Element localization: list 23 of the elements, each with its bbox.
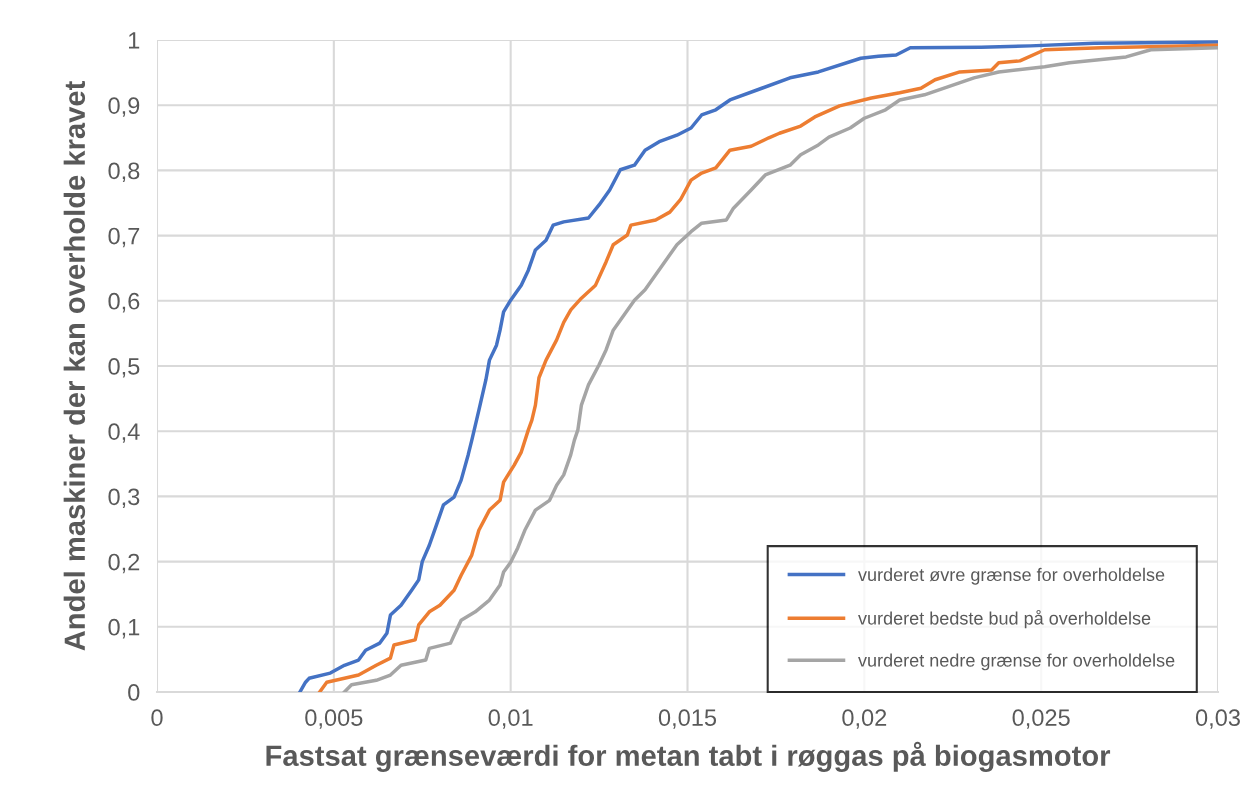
legend-label: vurderet bedste bud på overholdelse [858,609,1151,629]
y-tick-label: 1 [129,32,140,49]
y-axis-title: Andel maskiner der kan overholde kravet [63,81,86,651]
y-tick-label: 0,8 [108,162,140,182]
y-tick-label: 0 [128,684,140,701]
y-tick-label: 0,6 [108,292,140,313]
x-tick-label: 0,005 [305,709,363,729]
x-tick-label: 0,01 [488,709,533,729]
x-tick-label: 0,03 [1195,709,1240,729]
y-tick-label: 0,1 [108,618,140,639]
y-tick-label: 0,3 [108,488,140,508]
legend-label: vurderet nedre grænse for overholdelse [858,653,1175,671]
x-tick-label: 0,025 [1012,709,1070,729]
x-axis-title: Fastsat grænseværdi for metan tabt i røggas på biogasmotor [266,741,1111,772]
x-tick-label: 0,02 [842,709,887,729]
x-tick-label: 0 [151,709,163,727]
y-tick-label: 0,2 [108,553,140,574]
x-tick-label: 0,015 [658,709,717,729]
y-tick-label: 0,5 [108,358,140,378]
legend-label: vurderet øvre grænse for overholdelse [858,567,1165,585]
y-tick-label: 0,4 [108,423,140,443]
y-tick-label: 0,7 [108,227,140,248]
y-tick-label: 0,9 [108,97,140,117]
